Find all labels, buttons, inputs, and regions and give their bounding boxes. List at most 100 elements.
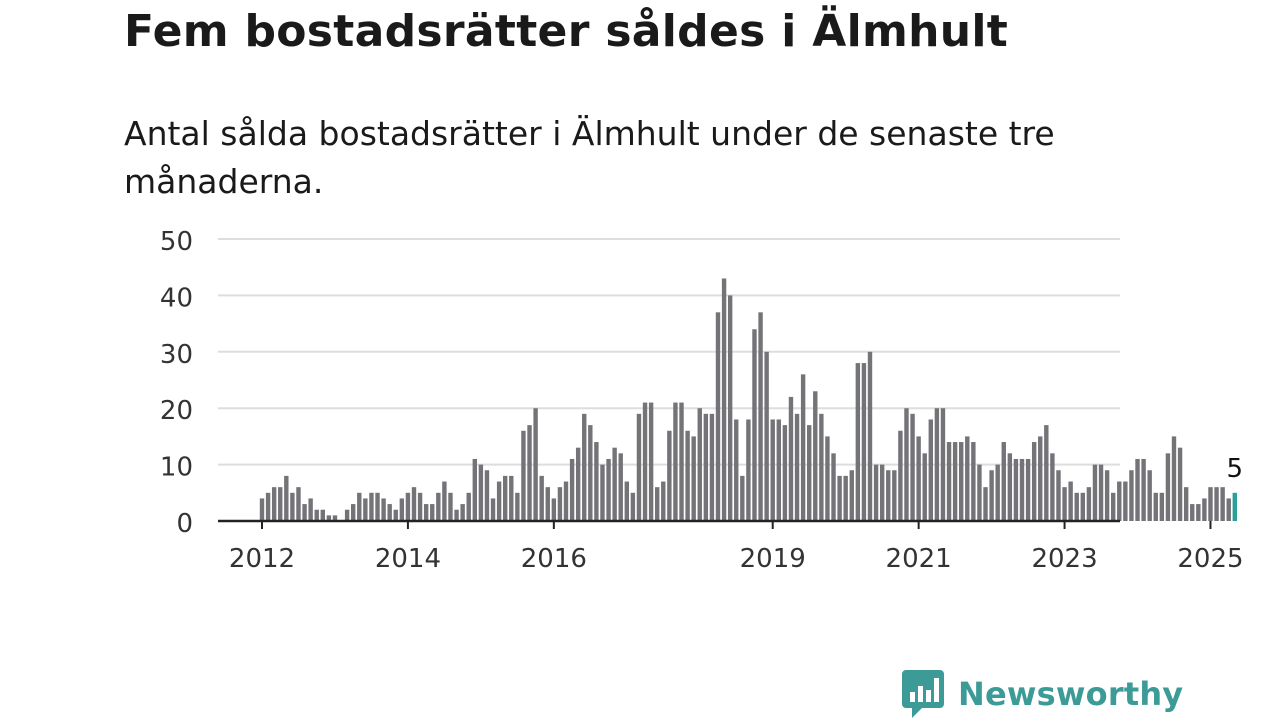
bar — [284, 475, 289, 521]
bar — [959, 442, 964, 521]
bar — [1183, 487, 1189, 521]
bar — [1147, 470, 1152, 521]
bar — [423, 504, 429, 521]
bar — [1080, 492, 1085, 521]
bar — [740, 475, 745, 521]
bar — [673, 402, 678, 521]
bar — [515, 492, 520, 521]
grid-lines — [218, 238, 1120, 466]
bar — [764, 351, 769, 521]
bar — [746, 419, 751, 521]
bar — [606, 458, 611, 521]
bar — [509, 475, 514, 521]
bar — [721, 278, 727, 521]
x-tick-label: 2023 — [1031, 544, 1097, 574]
bar — [582, 413, 587, 521]
bar — [667, 430, 672, 521]
bar — [1135, 458, 1140, 521]
bar — [1111, 492, 1116, 521]
x-tick-label: 2019 — [740, 544, 806, 574]
bar — [259, 498, 265, 521]
bar — [648, 402, 654, 521]
highlight-bar — [1232, 492, 1237, 521]
bar — [1019, 458, 1025, 521]
bar — [551, 498, 557, 521]
bar — [782, 425, 788, 521]
bar — [557, 487, 563, 521]
brand-name: Newsworthy — [958, 675, 1184, 713]
bar — [1214, 487, 1219, 521]
bar — [715, 312, 721, 521]
x-axis: 2012 2014 2016 2019 2021 2023 2025 — [218, 519, 1244, 574]
bar — [655, 487, 660, 521]
bar — [940, 408, 946, 521]
bar — [1044, 425, 1049, 521]
bar — [533, 408, 538, 521]
bar — [466, 492, 471, 521]
bar — [308, 498, 313, 521]
bar — [411, 487, 417, 521]
bar — [265, 492, 271, 521]
bar — [843, 475, 848, 521]
bar — [278, 487, 283, 521]
bar — [983, 487, 988, 521]
x-tick-label: 2014 — [375, 544, 441, 574]
bar — [387, 504, 392, 521]
bar — [1013, 458, 1019, 521]
bar — [271, 487, 277, 521]
y-tick-label: 50 — [160, 227, 193, 257]
bar — [545, 487, 550, 521]
bar — [800, 374, 806, 521]
bar — [776, 419, 781, 521]
bar — [734, 419, 739, 521]
bar — [588, 425, 593, 521]
x-tick-label: 2012 — [229, 544, 295, 574]
bar — [600, 464, 605, 521]
bar — [351, 504, 356, 521]
bar — [594, 442, 599, 521]
bar — [1208, 487, 1213, 521]
bar — [454, 509, 459, 521]
bar — [478, 464, 484, 521]
y-tick-label: 40 — [160, 283, 193, 313]
bar — [496, 481, 502, 521]
brand-logo: Newsworthy — [902, 670, 1183, 718]
bar — [813, 391, 818, 521]
y-tick-label: 20 — [160, 396, 193, 426]
bar — [794, 413, 800, 521]
bar — [1129, 470, 1134, 521]
bar — [575, 447, 581, 521]
bar — [989, 470, 994, 521]
bar — [934, 408, 940, 521]
bar — [1098, 464, 1104, 521]
bar — [825, 436, 830, 521]
x-tick-label: 2025 — [1177, 544, 1243, 574]
bar — [296, 487, 301, 521]
bar — [399, 498, 405, 521]
bar — [697, 408, 702, 521]
x-tick-label: 2021 — [886, 544, 952, 574]
bar — [569, 458, 575, 521]
bar — [302, 504, 307, 521]
bar — [922, 453, 927, 521]
bar — [527, 425, 532, 521]
bar — [965, 436, 970, 521]
bar — [1068, 481, 1073, 521]
bar — [1153, 492, 1158, 521]
bar — [691, 436, 696, 521]
bar — [503, 475, 508, 521]
bar — [819, 413, 824, 521]
bar — [375, 492, 380, 521]
bar — [344, 509, 350, 521]
bar — [1025, 458, 1031, 521]
bar — [879, 464, 885, 521]
bar — [563, 481, 569, 521]
bar — [290, 492, 295, 521]
bar — [363, 498, 368, 521]
bar — [886, 470, 891, 521]
bar — [1086, 487, 1092, 521]
bar — [1165, 453, 1171, 521]
bar — [788, 396, 794, 521]
bar — [642, 402, 648, 521]
bar — [831, 453, 836, 521]
